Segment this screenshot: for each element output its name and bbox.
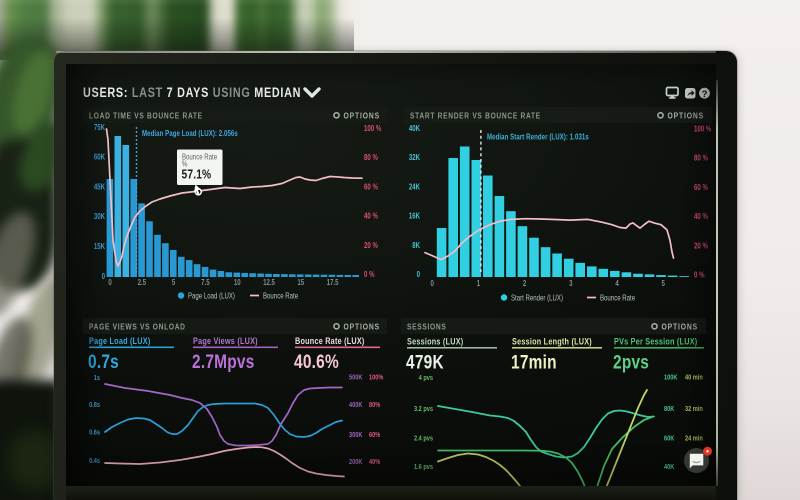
svg-text:LOAD TIME VS BOUNCE RATE: LOAD TIME VS BOUNCE RATE <box>89 111 203 121</box>
svg-text:Session Length (LUX): Session Length (LUX) <box>512 336 592 347</box>
svg-text:45K: 45K <box>94 184 105 192</box>
svg-text:0.8s: 0.8s <box>89 401 100 409</box>
svg-text:17.5: 17.5 <box>327 279 339 287</box>
svg-text:200K: 200K <box>349 458 363 466</box>
svg-text:OPTIONS: OPTIONS <box>343 111 380 121</box>
svg-text:12.5: 12.5 <box>263 279 275 287</box>
svg-text:0: 0 <box>417 271 420 279</box>
svg-text:60%: 60% <box>369 431 380 439</box>
svg-text:0: 0 <box>431 280 434 288</box>
svg-text:3: 3 <box>569 280 572 288</box>
svg-text:40 min: 40 min <box>685 374 703 382</box>
svg-text:Sessions (LUX): Sessions (LUX) <box>407 336 463 347</box>
svg-text:OPTIONS: OPTIONS <box>667 111 704 121</box>
svg-text:80 %: 80 % <box>364 155 379 163</box>
svg-text:100 %: 100 % <box>364 125 382 133</box>
svg-text:2.5: 2.5 <box>138 279 147 287</box>
svg-text:60 %: 60 % <box>364 184 379 192</box>
svg-text:20 %: 20 % <box>694 243 709 251</box>
svg-text:2: 2 <box>523 280 526 288</box>
svg-text:20 %: 20 % <box>364 242 379 250</box>
svg-text:32 min: 32 min <box>685 405 703 413</box>
svg-text:24 min: 24 min <box>685 435 703 443</box>
svg-text:Start Render (LUX): Start Render (LUX) <box>511 295 563 303</box>
svg-text:4: 4 <box>615 280 618 288</box>
svg-text:40.6%: 40.6% <box>294 350 339 372</box>
svg-text:Page Load (LUX): Page Load (LUX) <box>188 293 235 301</box>
svg-text:5: 5 <box>172 279 175 287</box>
svg-text:40 %: 40 % <box>694 214 709 222</box>
svg-text:24K: 24K <box>409 184 420 192</box>
svg-text:60K: 60K <box>664 435 675 443</box>
svg-text:OPTIONS: OPTIONS <box>661 322 698 332</box>
svg-text:80%: 80% <box>369 401 380 409</box>
svg-text:40%: 40% <box>369 458 380 466</box>
svg-text:0.4s: 0.4s <box>89 457 100 465</box>
svg-text:5: 5 <box>662 280 665 288</box>
svg-text:40K: 40K <box>664 463 675 471</box>
svg-text:100 %: 100 % <box>694 126 712 134</box>
svg-text:80K: 80K <box>664 405 675 413</box>
svg-text:400K: 400K <box>349 401 363 409</box>
svg-text:Bounce Rate (LUX): Bounce Rate (LUX) <box>295 335 365 346</box>
svg-text:Bounce Rate: Bounce Rate <box>600 295 635 303</box>
svg-text:40K: 40K <box>409 125 420 133</box>
svg-text:%: % <box>182 161 187 169</box>
svg-text:Median Start Render (LUX): 1.0: Median Start Render (LUX): 1.031s <box>487 134 589 142</box>
svg-text:START RENDER VS BOUNCE RATE: START RENDER VS BOUNCE RATE <box>410 111 541 121</box>
svg-text:1: 1 <box>477 280 480 288</box>
svg-text:15K: 15K <box>94 243 105 251</box>
svg-text:0.6s: 0.6s <box>89 429 100 437</box>
svg-text:57.1%: 57.1% <box>182 169 212 182</box>
svg-text:60K: 60K <box>94 154 105 162</box>
svg-text:?: ? <box>702 89 708 100</box>
svg-text:USERS: LAST 7 DAYS USING MEDIA: USERS: LAST 7 DAYS USING MEDIAN <box>83 85 301 101</box>
svg-text:300K: 300K <box>349 431 363 439</box>
svg-text:8K: 8K <box>412 242 420 250</box>
svg-text:7.5: 7.5 <box>201 279 210 287</box>
svg-text:75K: 75K <box>94 124 105 132</box>
svg-text:Page Views (LUX): Page Views (LUX) <box>193 335 258 346</box>
svg-text:0: 0 <box>108 279 111 287</box>
svg-text:0: 0 <box>102 273 105 281</box>
svg-text:100K: 100K <box>664 374 678 382</box>
svg-text:100%: 100% <box>369 374 384 382</box>
svg-text:32K: 32K <box>409 155 420 163</box>
svg-text:479K: 479K <box>406 351 444 373</box>
svg-text:Page Load (LUX): Page Load (LUX) <box>89 335 150 346</box>
svg-text:Bounce Rate: Bounce Rate <box>182 154 217 162</box>
svg-text:SESSIONS: SESSIONS <box>407 322 446 332</box>
svg-text:80 %: 80 % <box>694 155 709 163</box>
svg-text:10: 10 <box>234 279 241 287</box>
svg-text:1.6 pvs: 1.6 pvs <box>414 463 433 471</box>
svg-text:Median Page Load (LUX): 2.056s: Median Page Load (LUX): 2.056s <box>142 130 238 138</box>
svg-text:0.7s: 0.7s <box>88 350 119 372</box>
svg-text:4 pvs: 4 pvs <box>419 374 434 382</box>
svg-text:OPTIONS: OPTIONS <box>343 322 380 332</box>
svg-text:0 %: 0 % <box>364 271 375 279</box>
svg-text:3.2 pvs: 3.2 pvs <box>414 405 433 413</box>
svg-text:16K: 16K <box>409 213 420 221</box>
svg-text:40 %: 40 % <box>364 213 379 221</box>
svg-text:PVs Per Session (LUX): PVs Per Session (LUX) <box>614 336 697 347</box>
svg-text:1s: 1s <box>94 374 101 382</box>
svg-text:60 %: 60 % <box>694 184 709 192</box>
svg-text:30K: 30K <box>94 214 105 222</box>
svg-text:Bounce Rate: Bounce Rate <box>263 293 298 301</box>
svg-text:500K: 500K <box>349 374 363 382</box>
svg-text:2pvs: 2pvs <box>613 351 649 373</box>
svg-text:17min: 17min <box>511 351 557 373</box>
svg-text:15: 15 <box>297 279 304 287</box>
svg-text:2.7Mpvs: 2.7Mpvs <box>192 350 255 372</box>
svg-text:2.4 pvs: 2.4 pvs <box>414 435 433 443</box>
svg-text:0 %: 0 % <box>694 272 705 280</box>
svg-text:PAGE VIEWS VS ONLOAD: PAGE VIEWS VS ONLOAD <box>89 322 186 332</box>
